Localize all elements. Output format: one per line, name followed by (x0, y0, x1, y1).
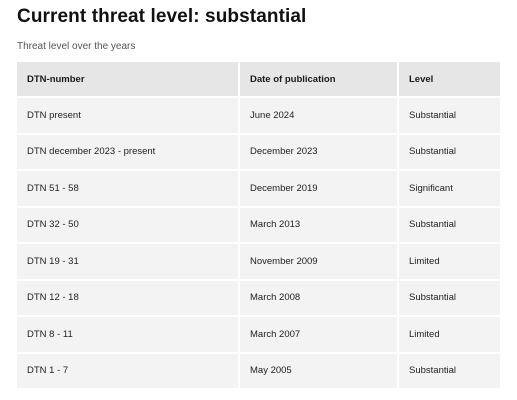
threat-level-cell: Substantial (399, 280, 500, 315)
table-header-row: DTN-number Date of publication Level (17, 62, 500, 96)
table-row: DTN 12 - 18 March 2008 Substantial (17, 280, 500, 315)
table-row: DTN present June 2024 Substantial (17, 98, 500, 133)
table-row: DTN 19 - 31 November 2009 Limited (17, 244, 500, 279)
dtn-number-cell: DTN 51 - 58 (17, 171, 238, 206)
threat-level-cell: Limited (399, 244, 500, 279)
threat-level-cell: Significant (399, 171, 500, 206)
threat-level-table: DTN-number Date of publication Level DTN… (15, 60, 502, 390)
publication-date-cell: March 2007 (240, 317, 397, 352)
table-row: DTN 51 - 58 December 2019 Significant (17, 171, 500, 206)
publication-date-cell: June 2024 (240, 98, 397, 133)
threat-level-cell: Substantial (399, 98, 500, 133)
dtn-number-cell: DTN present (17, 98, 238, 133)
column-header-level: Level (399, 62, 500, 96)
dtn-number-cell: DTN 19 - 31 (17, 244, 238, 279)
table-row: DTN 8 - 11 March 2007 Limited (17, 317, 500, 352)
publication-date-cell: November 2009 (240, 244, 397, 279)
threat-level-cell: Substantial (399, 207, 500, 242)
publication-date-cell: March 2013 (240, 207, 397, 242)
column-header-date-of-publication: Date of publication (240, 62, 397, 96)
threat-level-cell: Substantial (399, 353, 500, 388)
table-row: DTN 32 - 50 March 2013 Substantial (17, 207, 500, 242)
publication-date-cell: December 2023 (240, 134, 397, 169)
table-caption: Threat level over the years (17, 41, 136, 52)
column-header-dtn-number: DTN-number (17, 62, 238, 96)
threat-level-cell: Limited (399, 317, 500, 352)
dtn-number-cell: DTN 32 - 50 (17, 207, 238, 242)
dtn-number-cell: DTN 1 - 7 (17, 353, 238, 388)
page-title: Current threat level: substantial (17, 6, 307, 27)
threat-level-cell: Substantial (399, 134, 500, 169)
dtn-number-cell: DTN 8 - 11 (17, 317, 238, 352)
table-row: DTN december 2023 - present December 202… (17, 134, 500, 169)
table-row: DTN 1 - 7 May 2005 Substantial (17, 353, 500, 388)
publication-date-cell: May 2005 (240, 353, 397, 388)
dtn-number-cell: DTN december 2023 - present (17, 134, 238, 169)
publication-date-cell: December 2019 (240, 171, 397, 206)
dtn-number-cell: DTN 12 - 18 (17, 280, 238, 315)
publication-date-cell: March 2008 (240, 280, 397, 315)
